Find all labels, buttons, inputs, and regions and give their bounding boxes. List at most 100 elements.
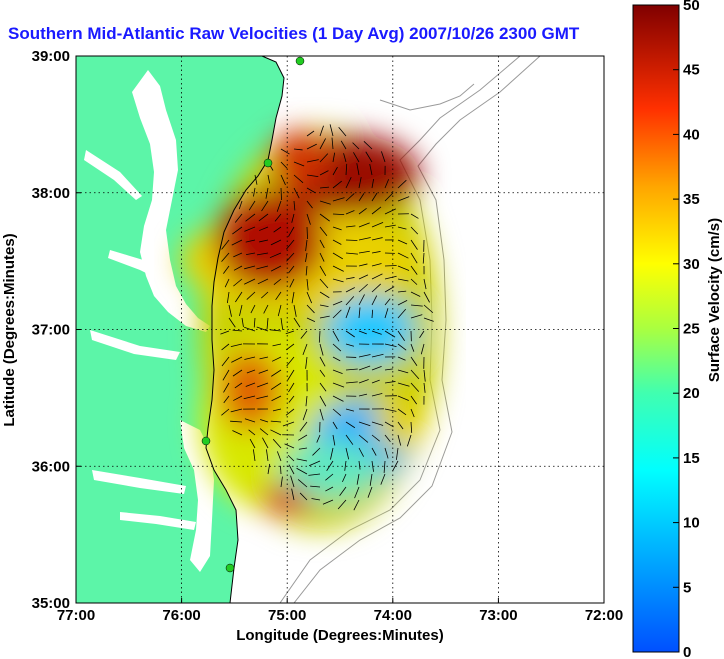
colorbar-tick-label: 15 xyxy=(683,450,700,467)
velocity-arrow xyxy=(332,434,336,446)
velocity-arrow xyxy=(263,304,269,314)
velocity-arrow xyxy=(358,393,368,397)
velocity-arrow xyxy=(297,479,308,488)
velocity-arrow xyxy=(300,330,308,339)
colorbar-tick-label: 50 xyxy=(683,0,700,14)
velocity-arrow xyxy=(234,213,243,223)
velocity-arrow xyxy=(332,278,344,283)
velocity-arrow xyxy=(384,434,391,442)
velocity-arrow xyxy=(423,382,426,393)
velocity-arrow xyxy=(311,498,321,501)
velocity-arrow xyxy=(319,304,329,308)
velocity-arrow xyxy=(308,473,321,476)
river-inlet xyxy=(108,250,170,282)
velocity-arrow xyxy=(319,213,330,222)
velocity-arrow xyxy=(397,330,405,341)
velocity-arrow xyxy=(369,163,373,176)
velocity-arrow xyxy=(253,187,256,197)
velocity-arrow xyxy=(352,142,360,150)
velocity-arrow xyxy=(397,356,406,361)
velocity-arrow xyxy=(248,429,256,436)
velocity-arrow xyxy=(356,473,360,485)
velocity-arrow xyxy=(319,315,330,319)
velocity-arrow xyxy=(319,153,329,163)
velocity-arrow xyxy=(231,239,243,246)
velocity-arrow xyxy=(332,166,338,176)
velocity-arrow xyxy=(423,291,430,303)
velocity-arrow xyxy=(410,408,415,418)
velocity-arrow xyxy=(332,180,342,189)
velocity-arrow xyxy=(371,295,378,306)
velocity-arrow xyxy=(232,430,243,436)
velocity-arrow xyxy=(306,200,313,209)
velocity-arrow xyxy=(253,317,256,328)
velocity-arrow xyxy=(280,317,284,330)
velocity-arrow xyxy=(397,265,410,271)
velocity-arrow xyxy=(353,152,360,163)
velocity-arrow xyxy=(384,208,396,215)
velocity-arrow xyxy=(380,473,386,485)
velocity-arrow xyxy=(249,438,256,449)
colorbar-tick-label: 30 xyxy=(683,256,700,273)
velocity-arrow xyxy=(384,224,396,228)
velocity-arrow xyxy=(298,434,308,441)
velocity-arrow xyxy=(332,421,338,430)
velocity-arrow xyxy=(299,492,308,501)
colorbar-tick-label: 25 xyxy=(683,321,700,338)
velocity-arrow xyxy=(410,382,420,392)
y-tick-label: 36:00 xyxy=(32,458,70,475)
velocity-arrow xyxy=(259,239,269,243)
velocity-arrow xyxy=(332,343,342,352)
velocity-patch xyxy=(215,190,325,290)
velocity-arrow xyxy=(422,252,425,264)
velocity-arrow xyxy=(270,429,282,436)
velocity-arrow xyxy=(244,226,256,232)
velocity-arrow xyxy=(384,308,389,319)
velocity-arrow xyxy=(258,213,269,222)
velocity-arrow xyxy=(261,200,269,212)
velocity-arrow xyxy=(285,330,295,335)
velocity-arrow xyxy=(288,395,295,403)
velocity-arrow xyxy=(276,200,282,212)
velocity-arrow xyxy=(392,460,399,472)
velocity-arrow xyxy=(235,291,243,303)
y-axis-label: Latitude (Degrees:Minutes) xyxy=(1,233,18,426)
velocity-arrow xyxy=(272,408,282,412)
velocity-arrow xyxy=(397,300,408,306)
velocity-arrow xyxy=(306,174,319,178)
velocity-arrow xyxy=(397,434,402,446)
velocity-arrow xyxy=(384,192,394,202)
velocity-arrow xyxy=(410,239,418,250)
velocity-arrow xyxy=(269,252,282,259)
velocity-arrow xyxy=(319,200,331,205)
velocity-arrow xyxy=(306,291,313,304)
velocity-arrow xyxy=(246,291,256,300)
colorbar-tick-label: 5 xyxy=(683,579,691,596)
velocity-arrow xyxy=(276,451,282,462)
velocity-arrow xyxy=(302,343,308,356)
velocity-arrow xyxy=(230,343,243,347)
velocity-arrow xyxy=(306,187,316,194)
velocity-arrow xyxy=(344,460,347,471)
velocity-arrow xyxy=(345,287,355,293)
velocity-arrow xyxy=(384,298,391,306)
velocity-patch xyxy=(375,390,425,450)
velocity-arrow xyxy=(221,252,230,262)
velocity-arrow xyxy=(285,408,295,416)
velocity-patch xyxy=(220,350,280,430)
velocity-arrow xyxy=(266,317,269,330)
station-marker xyxy=(295,56,305,66)
velocity-arrow xyxy=(319,382,327,392)
velocity-arrow xyxy=(222,369,230,381)
x-tick-label: 72:00 xyxy=(585,607,623,624)
x-tick-label: 73:00 xyxy=(479,607,517,624)
velocity-arrow xyxy=(332,213,345,216)
velocity-arrow xyxy=(282,421,295,427)
velocity-arrow xyxy=(384,447,389,459)
velocity-arrow xyxy=(305,265,308,276)
velocity-arrow xyxy=(410,314,423,319)
velocity-arrow xyxy=(423,317,434,322)
velocity-arrow xyxy=(345,447,350,460)
velocity-arrow xyxy=(410,291,421,297)
